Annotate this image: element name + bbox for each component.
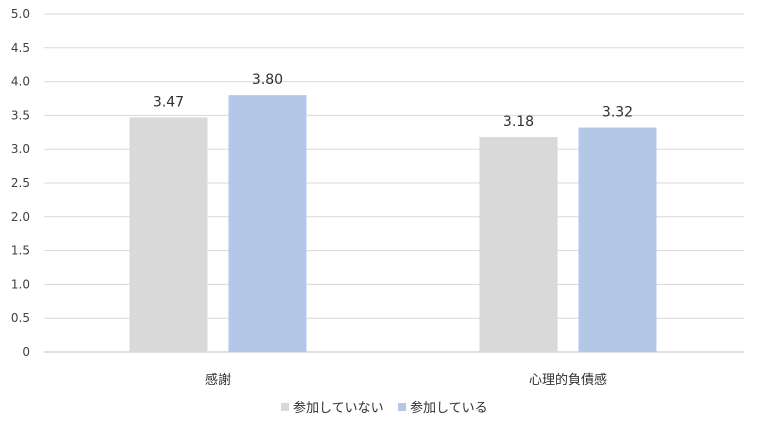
y-tick-label: 2.0: [11, 210, 30, 224]
legend-swatch: [398, 403, 406, 411]
bar: [228, 95, 307, 353]
data-label: 3.18: [503, 114, 534, 130]
x-axis-categories: 感謝 心理的負債感: [205, 372, 607, 388]
bar: [129, 117, 208, 352]
data-label: 3.47: [153, 94, 184, 110]
y-axis-ticks: 0 0.5 1.0 1.5 2.0 2.5 3.0 3.5 4.0 4.5 5.0: [11, 7, 30, 359]
bar: [479, 137, 558, 352]
legend: 参加していない 参加している: [281, 400, 488, 416]
legend-label: 参加している: [410, 400, 488, 416]
y-tick-label: 1.5: [11, 244, 30, 258]
bars: [129, 95, 657, 353]
y-tick-label: 0.5: [11, 311, 30, 325]
y-tick-label: 4.0: [11, 75, 30, 89]
x-category-label: 心理的負債感: [529, 372, 607, 388]
data-labels: 3.47 3.80 3.18 3.32: [153, 72, 633, 130]
legend-swatch: [281, 403, 289, 411]
y-tick-label: 4.5: [11, 41, 30, 55]
x-category-label: 感謝: [205, 372, 231, 388]
data-label: 3.32: [602, 105, 633, 121]
y-tick-label: 5.0: [11, 7, 30, 21]
y-tick-label: 3.0: [11, 142, 30, 156]
y-tick-label: 3.5: [11, 108, 30, 122]
y-tick-label: 0: [22, 345, 30, 359]
legend-label: 参加していない: [293, 400, 384, 416]
y-tick-label: 2.5: [11, 176, 30, 190]
y-tick-label: 1.0: [11, 277, 30, 291]
data-label: 3.80: [252, 72, 283, 88]
bar: [578, 127, 657, 353]
